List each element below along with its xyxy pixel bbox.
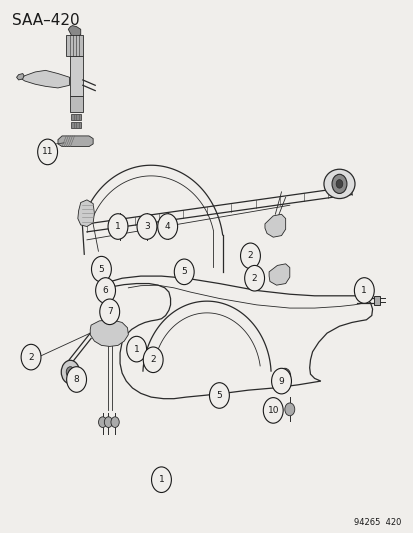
Circle shape: [151, 467, 171, 492]
Text: 1: 1: [158, 475, 164, 484]
Polygon shape: [373, 296, 379, 305]
Circle shape: [126, 336, 146, 362]
Circle shape: [144, 225, 149, 231]
Circle shape: [117, 226, 122, 232]
Text: 10: 10: [267, 406, 278, 415]
Circle shape: [164, 224, 170, 232]
Circle shape: [61, 360, 79, 384]
Text: 5: 5: [181, 268, 187, 276]
Polygon shape: [90, 320, 128, 346]
Circle shape: [21, 344, 41, 370]
Text: 11: 11: [42, 148, 53, 156]
Polygon shape: [264, 214, 285, 237]
Circle shape: [331, 174, 346, 193]
Polygon shape: [268, 264, 289, 285]
Circle shape: [157, 214, 177, 239]
Circle shape: [263, 398, 282, 423]
Circle shape: [137, 214, 157, 239]
Circle shape: [271, 368, 291, 394]
Polygon shape: [58, 136, 93, 147]
Text: 1: 1: [115, 222, 121, 231]
Circle shape: [354, 278, 373, 303]
Text: SAA–420: SAA–420: [12, 13, 80, 28]
Circle shape: [209, 383, 229, 408]
Circle shape: [111, 417, 119, 427]
Text: 5: 5: [98, 265, 104, 273]
Polygon shape: [78, 200, 94, 227]
Polygon shape: [66, 35, 83, 56]
Circle shape: [244, 265, 264, 291]
Text: 5: 5: [216, 391, 222, 400]
Text: 6: 6: [102, 286, 108, 295]
Polygon shape: [21, 70, 69, 88]
Text: 1: 1: [133, 345, 139, 353]
Circle shape: [335, 180, 342, 188]
Circle shape: [100, 299, 119, 325]
Circle shape: [95, 278, 115, 303]
Text: 7: 7: [107, 308, 112, 316]
Text: 4: 4: [164, 222, 170, 231]
Polygon shape: [17, 74, 24, 80]
Text: 2: 2: [150, 356, 156, 364]
Circle shape: [91, 256, 111, 282]
Circle shape: [98, 417, 107, 427]
Circle shape: [66, 367, 86, 392]
Circle shape: [174, 259, 194, 285]
Text: 1: 1: [361, 286, 366, 295]
Polygon shape: [69, 56, 83, 96]
Text: 9: 9: [278, 377, 284, 385]
Text: 2: 2: [28, 353, 34, 361]
Polygon shape: [68, 26, 81, 37]
Circle shape: [38, 139, 57, 165]
Polygon shape: [71, 114, 81, 120]
Text: 8: 8: [74, 375, 79, 384]
Circle shape: [104, 417, 112, 427]
Circle shape: [240, 243, 260, 269]
Text: 2: 2: [247, 252, 253, 260]
Text: 3: 3: [144, 222, 150, 231]
Text: 94265  420: 94265 420: [354, 518, 401, 527]
Circle shape: [284, 403, 294, 416]
Polygon shape: [25, 352, 39, 361]
Ellipse shape: [323, 169, 354, 199]
Circle shape: [66, 367, 74, 377]
Circle shape: [278, 368, 290, 383]
Circle shape: [108, 214, 128, 239]
Circle shape: [143, 347, 163, 373]
Text: 2: 2: [251, 274, 257, 282]
Polygon shape: [69, 96, 83, 112]
Circle shape: [282, 373, 287, 379]
Polygon shape: [71, 122, 81, 128]
